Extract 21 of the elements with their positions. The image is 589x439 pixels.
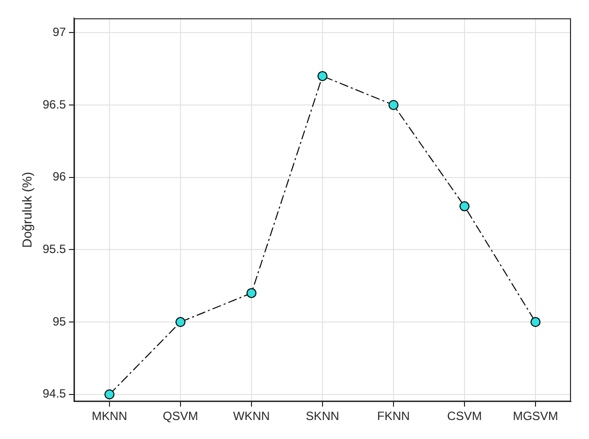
- y-tick-label: 95.5: [42, 242, 66, 256]
- x-tick-label: FKNN: [377, 409, 410, 424]
- y-tick-label: 96: [52, 170, 66, 184]
- x-tick-label: QSVM: [162, 409, 198, 424]
- point: [530, 317, 540, 328]
- y-axis-title: Doğruluk (%): [19, 172, 34, 248]
- y-tick-label: 96.5: [42, 97, 66, 112]
- point: [317, 71, 328, 82]
- y-tick-label: 94.5: [42, 386, 66, 401]
- point: [175, 317, 186, 328]
- x-tick-label: CSVM: [447, 409, 482, 424]
- x-tick-label: MGSVM: [512, 409, 558, 424]
- x-tick-label: WKNN: [233, 409, 270, 424]
- point: [388, 100, 398, 110]
- x-tick-label: SKNN: [306, 409, 340, 424]
- y-tick-label: 95: [52, 314, 66, 328]
- point: [104, 389, 114, 400]
- x-tick-label: MKNN: [92, 409, 128, 424]
- y-tick-label: 97: [52, 24, 66, 39]
- point: [246, 288, 256, 298]
- point: [459, 201, 470, 212]
